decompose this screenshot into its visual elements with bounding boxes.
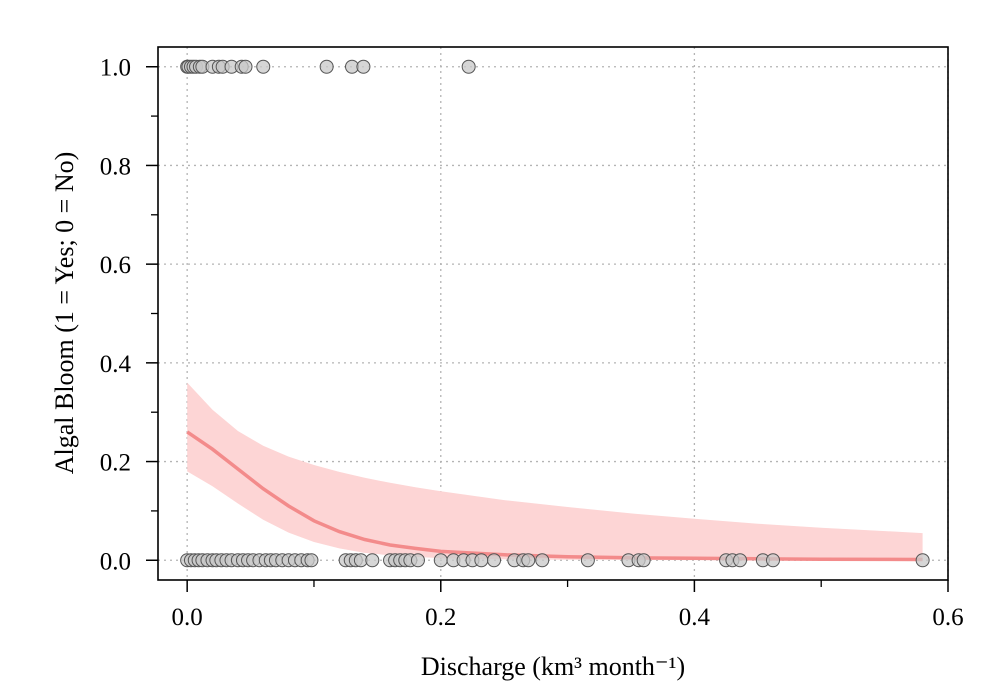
data-point-no-bloom [365,553,380,568]
confidence-band [187,382,923,561]
data-point-bloom [356,59,371,74]
y-tick-label: 0.8 [100,153,131,180]
data-point-no-bloom [410,553,425,568]
x-tick-label: 0.4 [679,604,711,631]
y-tick-label: 0.6 [100,252,131,279]
y-tick-label: 0.4 [100,351,132,378]
y-tick-label: 0.2 [100,450,131,477]
data-point-bloom [319,59,334,74]
fit-curve [186,430,923,562]
y-axis-title: Algal Bloom (1 = Yes; 0 = No) [50,152,79,475]
x-axis-title: Discharge (km³ month⁻¹) [421,652,685,681]
data-point-no-bloom [487,553,502,568]
data-points [180,59,930,568]
confidence-band-area [187,382,923,561]
data-point-no-bloom [766,553,781,568]
y-tick-label: 0.0 [100,548,131,575]
data-point-bloom [461,59,476,74]
x-tick-label: 0.0 [172,604,203,631]
axes: 0.0 0.2 0.4 0.6 0.0 0.2 0.4 0.6 0.8 1.0 [100,55,964,631]
data-point-no-bloom [474,553,489,568]
data-point-no-bloom [915,553,930,568]
x-tick-label: 0.6 [932,604,963,631]
data-point-no-bloom [535,553,550,568]
y-tick-label: 1.0 [100,55,131,82]
data-point-bloom [238,59,253,74]
data-point-no-bloom [580,553,595,568]
data-point-no-bloom [521,553,536,568]
data-point-no-bloom [636,553,651,568]
fit-line [186,430,923,562]
x-tick-label: 0.2 [425,604,456,631]
data-point-no-bloom [304,553,319,568]
data-point-no-bloom [733,553,748,568]
data-point-no-bloom [433,553,448,568]
data-point-bloom [256,59,271,74]
